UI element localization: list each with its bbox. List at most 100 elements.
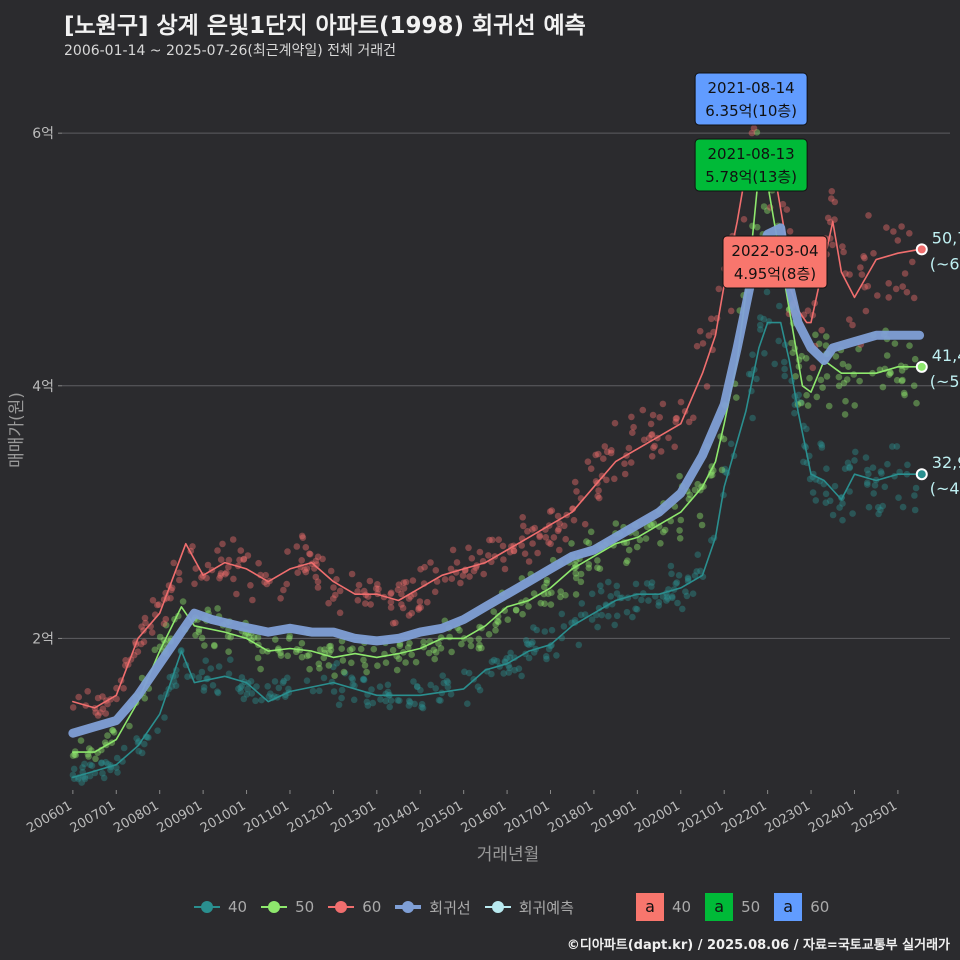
scatter-point-40 bbox=[474, 683, 482, 690]
scatter-point-40 bbox=[836, 504, 843, 511]
scatter-point-60 bbox=[649, 411, 657, 419]
scatter-point-50 bbox=[389, 646, 397, 654]
scatter-point-40 bbox=[437, 697, 444, 704]
scatter-point-60 bbox=[645, 434, 653, 442]
scatter-point-50 bbox=[839, 360, 847, 368]
scatter-point-50 bbox=[789, 349, 797, 357]
scatter-point-60 bbox=[499, 542, 507, 550]
end-point-40 bbox=[917, 470, 926, 479]
scatter-point-50 bbox=[625, 546, 633, 554]
scatter-point-60 bbox=[555, 525, 562, 533]
scatter-point-50 bbox=[823, 333, 830, 340]
scatter-point-60 bbox=[336, 609, 344, 617]
scatter-point-60 bbox=[865, 212, 872, 219]
chart-subtitle: 2006-01-14 ~ 2025-07-26(최근계약일) 전체 거래건 bbox=[64, 43, 396, 59]
scatter-point-60 bbox=[860, 252, 867, 260]
scatter-point-40 bbox=[405, 702, 413, 709]
scatter-point-40 bbox=[761, 350, 768, 357]
annotation-price: 4.95억(8층) bbox=[734, 265, 816, 283]
scatter-point-60 bbox=[306, 550, 313, 557]
scatter-point-50 bbox=[879, 383, 887, 391]
scatter-point-40 bbox=[864, 479, 871, 487]
scatter-point-40 bbox=[500, 670, 508, 677]
scatter-point-50 bbox=[303, 652, 311, 660]
scatter-point-60 bbox=[189, 543, 196, 550]
scatter-point-40 bbox=[683, 592, 691, 600]
scatter-point-60 bbox=[217, 570, 225, 577]
scatter-point-50 bbox=[541, 600, 548, 607]
scatter-point-40 bbox=[244, 685, 251, 693]
scatter-point-50 bbox=[395, 655, 403, 663]
scatter-point-50 bbox=[348, 659, 355, 667]
scatter-point-60 bbox=[230, 575, 237, 583]
annotation-legend: a 40 a 50 a 60 bbox=[636, 892, 843, 922]
scatter-point-50 bbox=[109, 727, 117, 734]
scatter-point-40 bbox=[809, 489, 817, 496]
scatter-point-50 bbox=[141, 695, 149, 702]
scatter-point-60 bbox=[548, 507, 556, 514]
scatter-point-40 bbox=[338, 694, 345, 702]
legend-key-40 bbox=[194, 899, 220, 915]
scatter-point-60 bbox=[885, 294, 892, 301]
scatter-point-40 bbox=[598, 611, 605, 619]
scatter-point-40 bbox=[461, 668, 468, 676]
scatter-point-50 bbox=[733, 394, 740, 401]
scatter-point-40 bbox=[184, 673, 191, 680]
scatter-point-50 bbox=[657, 540, 664, 547]
scatter-point-40 bbox=[238, 682, 246, 690]
scatter-point-60 bbox=[846, 271, 853, 278]
scatter-point-60 bbox=[149, 597, 157, 604]
scatter-point-40 bbox=[264, 683, 272, 690]
scatter-point-60 bbox=[415, 604, 423, 612]
scatter-point-50 bbox=[585, 539, 593, 547]
scatter-point-60 bbox=[809, 364, 817, 372]
scatter-point-60 bbox=[283, 580, 291, 588]
scatter-point-40 bbox=[594, 623, 601, 631]
scatter-point-40 bbox=[214, 689, 222, 697]
series-line-50 bbox=[72, 170, 921, 753]
legend-label-60: 60 bbox=[362, 898, 382, 916]
legend-box-label-40: 40 bbox=[672, 898, 692, 916]
scatter-point-60 bbox=[400, 585, 408, 592]
scatter-point-40 bbox=[881, 483, 889, 491]
scatter-point-60 bbox=[217, 572, 224, 579]
scatter-point-50 bbox=[577, 578, 585, 586]
scatter-point-40 bbox=[771, 360, 778, 368]
scatter-point-50 bbox=[537, 599, 545, 607]
scatter-point-40 bbox=[418, 703, 426, 711]
scatter-point-40 bbox=[200, 687, 208, 694]
scatter-point-60 bbox=[229, 536, 237, 543]
scatter-point-40 bbox=[829, 511, 837, 519]
scatter-point-40 bbox=[214, 688, 221, 695]
scatter-point-40 bbox=[202, 657, 209, 664]
scatter-point-50 bbox=[525, 603, 532, 610]
scatter-point-40 bbox=[846, 464, 853, 472]
scatter-point-40 bbox=[588, 590, 596, 598]
scatter-point-50 bbox=[650, 520, 658, 527]
scatter-point-40 bbox=[757, 314, 764, 321]
scatter-point-40 bbox=[360, 675, 368, 683]
scatter-point-50 bbox=[326, 649, 333, 656]
scatter-point-40 bbox=[464, 700, 471, 707]
scatter-point-40 bbox=[548, 626, 556, 634]
scatter-point-40 bbox=[265, 693, 273, 700]
scatter-point-60 bbox=[332, 591, 339, 599]
scatter-point-50 bbox=[179, 598, 187, 605]
scatter-point-40 bbox=[727, 440, 735, 448]
scatter-point-50 bbox=[361, 662, 369, 669]
scatter-point-50 bbox=[331, 672, 338, 679]
scatter-point-50 bbox=[633, 543, 641, 551]
scatter-point-50 bbox=[494, 613, 502, 620]
scatter-point-60 bbox=[154, 601, 161, 609]
scatter-point-60 bbox=[219, 540, 226, 548]
scatter-point-40 bbox=[869, 464, 877, 472]
scatter-point-40 bbox=[417, 686, 424, 694]
scatter-point-40 bbox=[350, 696, 358, 704]
scatter-point-50 bbox=[306, 665, 313, 673]
scatter-point-40 bbox=[865, 503, 873, 511]
scatter-point-60 bbox=[561, 522, 568, 530]
scatter-point-40 bbox=[911, 492, 918, 499]
scatter-point-60 bbox=[447, 565, 455, 573]
scatter-point-60 bbox=[651, 442, 658, 450]
scatter-point-60 bbox=[640, 436, 648, 444]
